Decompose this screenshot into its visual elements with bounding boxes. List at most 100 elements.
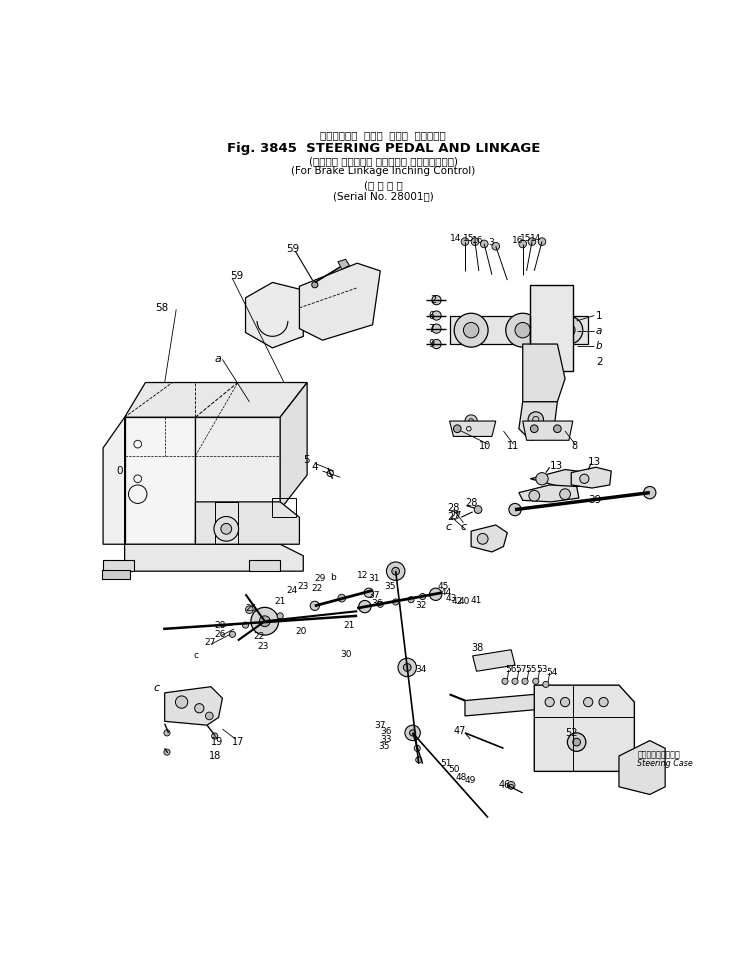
Text: 35: 35 (384, 582, 396, 591)
Circle shape (454, 314, 488, 347)
Circle shape (509, 784, 513, 789)
Polygon shape (280, 383, 307, 509)
Polygon shape (125, 383, 307, 417)
Text: 22: 22 (311, 583, 322, 592)
Text: 15: 15 (520, 234, 532, 244)
Text: 38: 38 (471, 643, 483, 654)
Text: 43: 43 (446, 593, 457, 603)
Text: c: c (446, 521, 452, 532)
Circle shape (528, 412, 544, 428)
Circle shape (506, 314, 539, 347)
Polygon shape (465, 694, 534, 716)
Text: c: c (154, 683, 160, 693)
Text: 6: 6 (428, 311, 434, 320)
Circle shape (414, 745, 420, 751)
Circle shape (519, 240, 527, 247)
Circle shape (530, 425, 538, 432)
Circle shape (176, 695, 188, 708)
Text: 23: 23 (297, 582, 308, 591)
Text: 50: 50 (448, 766, 459, 774)
Text: 26: 26 (215, 630, 226, 639)
Text: 47: 47 (453, 727, 466, 736)
Text: 15: 15 (463, 234, 474, 244)
Text: 37: 37 (374, 721, 386, 730)
Polygon shape (195, 417, 280, 544)
Polygon shape (450, 316, 588, 344)
Polygon shape (125, 544, 303, 571)
Circle shape (543, 681, 549, 688)
Text: 19: 19 (211, 737, 223, 747)
Text: 57: 57 (515, 665, 527, 674)
Circle shape (528, 238, 536, 245)
Circle shape (212, 732, 218, 739)
Circle shape (533, 678, 539, 685)
Text: 16: 16 (512, 236, 523, 244)
Circle shape (164, 749, 170, 755)
Circle shape (364, 588, 373, 597)
Circle shape (164, 730, 170, 736)
Text: Fig. 3845  STEERING PEDAL AND LINKAGE: Fig. 3845 STEERING PEDAL AND LINKAGE (227, 142, 540, 155)
Text: 27: 27 (205, 638, 216, 648)
Text: 52: 52 (565, 728, 577, 738)
Polygon shape (338, 259, 349, 270)
Circle shape (359, 600, 371, 613)
Text: (Serial No. 28001～): (Serial No. 28001～) (333, 191, 434, 201)
Text: 59: 59 (230, 272, 243, 281)
Polygon shape (103, 417, 125, 544)
Text: 40: 40 (459, 597, 470, 607)
Text: 13: 13 (588, 457, 601, 467)
Text: 10: 10 (479, 441, 491, 451)
Circle shape (408, 597, 414, 603)
Polygon shape (249, 560, 280, 571)
Text: 29: 29 (315, 575, 326, 583)
Text: 37: 37 (369, 591, 380, 600)
Circle shape (312, 281, 318, 288)
Text: 45: 45 (438, 582, 450, 591)
Circle shape (583, 697, 592, 707)
Text: 13: 13 (550, 461, 563, 470)
Text: 11: 11 (507, 441, 520, 451)
Text: 7: 7 (428, 323, 435, 334)
Circle shape (405, 726, 420, 740)
Circle shape (509, 504, 521, 516)
Circle shape (214, 516, 239, 542)
Text: 46: 46 (499, 780, 511, 790)
Text: 28: 28 (465, 499, 477, 508)
Circle shape (529, 490, 539, 501)
Text: 17: 17 (233, 737, 245, 747)
Text: 18: 18 (209, 751, 221, 761)
Text: 41: 41 (470, 596, 482, 605)
Text: 34: 34 (415, 665, 426, 674)
Circle shape (580, 474, 589, 483)
Text: 28: 28 (447, 503, 459, 513)
Circle shape (432, 295, 441, 305)
Circle shape (221, 523, 232, 534)
Circle shape (251, 608, 278, 635)
Text: b: b (330, 573, 336, 581)
Text: 1: 1 (596, 311, 602, 320)
Circle shape (555, 317, 583, 344)
Text: (For Brake Linkage Inching Control): (For Brake Linkage Inching Control) (291, 167, 476, 176)
Circle shape (562, 324, 575, 336)
Text: 31: 31 (369, 575, 380, 583)
Circle shape (465, 415, 477, 428)
Circle shape (242, 622, 248, 628)
Circle shape (522, 678, 528, 685)
Circle shape (432, 324, 441, 333)
Circle shape (403, 663, 411, 671)
Circle shape (477, 534, 488, 544)
Text: 5: 5 (303, 455, 310, 465)
Polygon shape (103, 560, 134, 571)
Text: 44: 44 (441, 588, 452, 597)
Text: 20: 20 (295, 626, 307, 636)
Polygon shape (619, 740, 665, 795)
Text: 58: 58 (156, 303, 169, 313)
Text: Steering Case: Steering Case (637, 759, 693, 768)
Text: 2: 2 (430, 295, 437, 305)
Text: 3: 3 (488, 238, 494, 246)
Circle shape (392, 567, 399, 575)
Circle shape (377, 601, 383, 608)
Text: 36: 36 (380, 727, 392, 735)
Text: 48: 48 (456, 773, 467, 782)
Circle shape (643, 486, 656, 499)
